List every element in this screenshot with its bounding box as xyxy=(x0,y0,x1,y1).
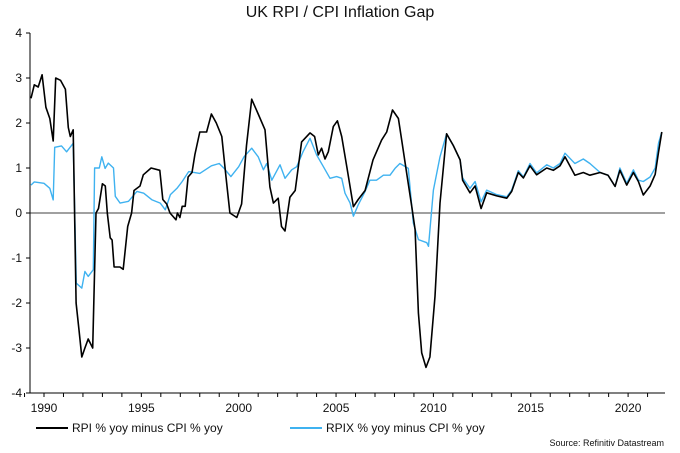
series-line-rpix xyxy=(30,131,663,289)
y-tick-label: -2 xyxy=(11,296,22,310)
series-line-rpi xyxy=(30,74,663,369)
x-tick-label: 1990 xyxy=(31,401,58,415)
series-lines xyxy=(30,74,663,369)
y-tick-label: 4 xyxy=(15,26,22,40)
y-tick-label: 0 xyxy=(15,206,22,220)
source-note: Source: Refinitiv Datastream xyxy=(549,438,664,448)
x-axis: 1990 1995 2000 2005 2010 2015 2020 xyxy=(24,393,649,415)
x-tick-label: 2015 xyxy=(517,401,544,415)
legend-label-rpix: RPIX % yoy minus CPI % yoy xyxy=(326,421,485,435)
chart-title: UK RPI / CPI Inflation Gap xyxy=(246,4,435,21)
x-tick-label: 2000 xyxy=(225,401,252,415)
y-tick-label: -3 xyxy=(11,341,22,355)
y-tick-label: -4 xyxy=(11,386,22,400)
y-tick-label: -1 xyxy=(11,251,22,265)
y-axis: 4 3 2 1 0 -1 -2 -3 -4 xyxy=(11,26,30,400)
x-tick-label: 2005 xyxy=(323,401,350,415)
y-tick-label: 1 xyxy=(15,161,22,175)
legend: RPI % yoy minus CPI % yoy RPIX % yoy min… xyxy=(36,421,485,435)
y-tick-label: 2 xyxy=(15,116,22,130)
x-tick-label: 2010 xyxy=(420,401,447,415)
x-tick-label: 1995 xyxy=(128,401,155,415)
y-tick-label: 3 xyxy=(15,71,22,85)
legend-label-rpi: RPI % yoy minus CPI % yoy xyxy=(72,421,223,435)
x-tick-label: 2020 xyxy=(615,401,642,415)
